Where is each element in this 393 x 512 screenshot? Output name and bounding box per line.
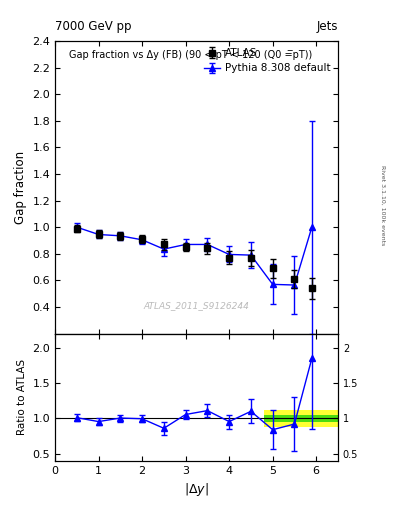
Y-axis label: Ratio to ATLAS: Ratio to ATLAS (17, 359, 27, 435)
Text: 7000 GeV pp: 7000 GeV pp (55, 20, 132, 33)
Legend: ATLAS, Pythia 8.308 default: ATLAS, Pythia 8.308 default (200, 44, 335, 78)
Text: Rivet 3.1.10, 100k events: Rivet 3.1.10, 100k events (381, 165, 386, 245)
Text: ATLAS_2011_S9126244: ATLAS_2011_S9126244 (143, 301, 250, 310)
Text: Gap fraction vs Δy (FB) (90 < pT < 120 (Q0 =̅pT)): Gap fraction vs Δy (FB) (90 < pT < 120 (… (69, 50, 312, 60)
X-axis label: $|\Delta y|$: $|\Delta y|$ (184, 481, 209, 498)
Y-axis label: Gap fraction: Gap fraction (14, 151, 27, 224)
Text: Jets: Jets (316, 20, 338, 33)
